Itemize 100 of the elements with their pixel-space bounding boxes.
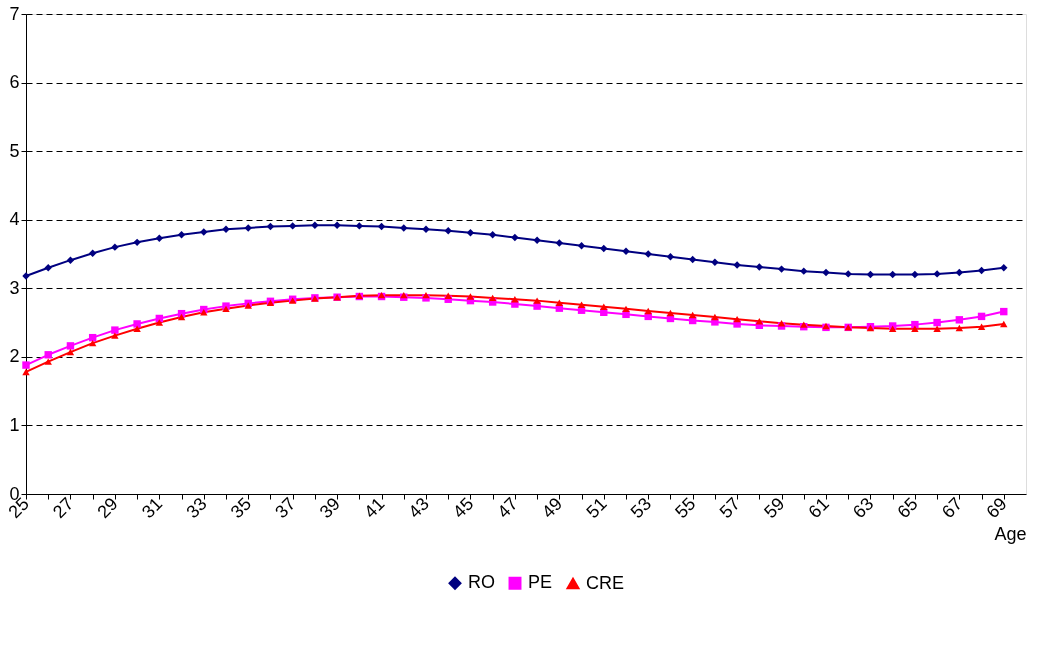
point — [66, 342, 75, 350]
point — [466, 293, 475, 300]
point — [577, 301, 586, 308]
point — [933, 318, 941, 327]
x-tick-label: 49 — [537, 493, 567, 523]
point — [777, 265, 786, 273]
x-tick-label: 27 — [49, 493, 78, 523]
point — [688, 255, 697, 264]
point — [288, 222, 297, 230]
point — [177, 313, 186, 321]
point — [44, 264, 52, 272]
x-tick-label: 31 — [137, 493, 167, 523]
x-axis-title: Age — [994, 524, 1027, 545]
x-tick-label: 33 — [182, 493, 211, 523]
x-tick-label: 61 — [804, 493, 833, 523]
x-tick-label: 41 — [360, 493, 389, 523]
x-tick-label: 65 — [893, 493, 922, 523]
point — [955, 316, 964, 324]
y-tick-label: 7 — [9, 3, 20, 24]
point — [755, 317, 764, 325]
point — [622, 305, 630, 313]
point — [66, 256, 75, 264]
point — [977, 323, 986, 330]
x-tick-label: 59 — [760, 493, 789, 523]
point — [111, 326, 119, 334]
point — [488, 294, 497, 302]
point — [911, 270, 919, 279]
x-tick-label: 69 — [982, 493, 1011, 523]
y-tick-label: 5 — [9, 140, 20, 161]
point — [133, 320, 141, 328]
y-tick-label: 4 — [9, 209, 20, 230]
point — [622, 310, 630, 319]
point — [555, 299, 564, 306]
x-tick-label: 51 — [582, 493, 611, 523]
point — [311, 221, 319, 229]
point — [155, 234, 164, 242]
point — [222, 225, 230, 234]
point — [600, 244, 608, 253]
point — [111, 332, 119, 339]
legend-label: RO — [468, 572, 495, 593]
point — [22, 368, 30, 376]
point — [377, 222, 386, 231]
point — [800, 267, 808, 275]
x-tick-label: 43 — [404, 493, 433, 523]
x-tick-label: 57 — [715, 493, 744, 523]
y-tick-label: 6 — [9, 72, 20, 93]
x-tick-label: 55 — [671, 493, 700, 523]
point — [644, 307, 652, 315]
x-tick-label: 29 — [93, 493, 122, 523]
point — [22, 361, 30, 369]
x-tick-label: 47 — [493, 493, 522, 523]
point — [533, 236, 541, 244]
point — [955, 268, 964, 277]
x-tick-label: 39 — [315, 493, 344, 523]
x-tick-label: 45 — [449, 493, 478, 523]
point — [66, 348, 75, 356]
point — [422, 225, 430, 234]
point — [911, 320, 919, 329]
point — [266, 222, 275, 231]
point — [1000, 320, 1008, 328]
point — [177, 231, 186, 239]
legend-label: CRE — [586, 572, 625, 593]
y-tick-label: 2 — [9, 346, 20, 367]
point — [755, 263, 764, 271]
point — [444, 226, 452, 235]
point — [555, 239, 564, 247]
point — [1000, 264, 1008, 272]
point — [844, 270, 852, 278]
x-tick-label: 67 — [937, 493, 967, 523]
point — [133, 325, 141, 332]
point — [600, 303, 608, 311]
point — [977, 266, 986, 275]
x-tick-label: 37 — [271, 493, 300, 523]
x-tick-label: 53 — [626, 493, 656, 523]
point — [88, 249, 97, 258]
x-tick-label: 35 — [226, 493, 256, 523]
point — [466, 229, 475, 237]
point — [44, 351, 52, 359]
point — [44, 358, 52, 365]
point — [511, 233, 519, 242]
y-tick-label: 3 — [9, 277, 20, 298]
point — [888, 270, 897, 279]
point — [488, 231, 497, 239]
point — [933, 325, 941, 332]
point — [955, 324, 964, 332]
point — [822, 268, 830, 277]
point — [711, 258, 719, 266]
point — [866, 270, 875, 279]
y-tick-label: 1 — [9, 414, 20, 435]
point — [533, 297, 541, 304]
point — [666, 253, 675, 261]
point — [666, 309, 675, 317]
point — [155, 319, 164, 326]
point — [333, 221, 341, 229]
point — [688, 311, 697, 319]
point — [133, 238, 141, 247]
point — [911, 325, 919, 332]
legend-label: PE — [528, 572, 553, 593]
point — [577, 242, 586, 250]
point — [88, 339, 97, 347]
